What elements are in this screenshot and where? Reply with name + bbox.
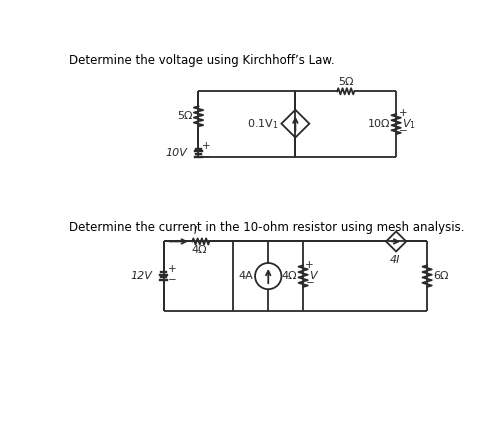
Text: V: V bbox=[309, 271, 317, 281]
Text: −: − bbox=[202, 152, 211, 162]
Text: 5Ω: 5Ω bbox=[338, 77, 354, 87]
Text: −: − bbox=[169, 275, 177, 285]
Text: 4I: 4I bbox=[389, 255, 400, 265]
Text: −: − bbox=[305, 278, 314, 288]
Text: +: + bbox=[399, 108, 408, 118]
Text: +: + bbox=[305, 260, 314, 271]
Text: 0.1V$_1$: 0.1V$_1$ bbox=[246, 117, 278, 131]
Text: 4A: 4A bbox=[238, 271, 253, 281]
Text: 6Ω: 6Ω bbox=[433, 271, 449, 281]
Text: +: + bbox=[169, 264, 177, 274]
Text: I: I bbox=[194, 226, 197, 236]
Text: Determine the current in the 10-ohm resistor using mesh analysis.: Determine the current in the 10-ohm resi… bbox=[69, 220, 465, 234]
Text: +: + bbox=[202, 141, 211, 151]
Text: Determine the voltage using Kirchhoff’s Law.: Determine the voltage using Kirchhoff’s … bbox=[69, 54, 334, 67]
Text: 12V: 12V bbox=[131, 271, 153, 281]
Text: 10Ω: 10Ω bbox=[367, 119, 390, 129]
Text: 10V: 10V bbox=[166, 148, 188, 158]
Text: 4Ω: 4Ω bbox=[192, 246, 207, 255]
Text: −: − bbox=[399, 126, 408, 136]
Text: 4Ω: 4Ω bbox=[281, 271, 297, 281]
Text: $V_1$: $V_1$ bbox=[402, 117, 416, 131]
Text: 5Ω: 5Ω bbox=[177, 111, 192, 121]
